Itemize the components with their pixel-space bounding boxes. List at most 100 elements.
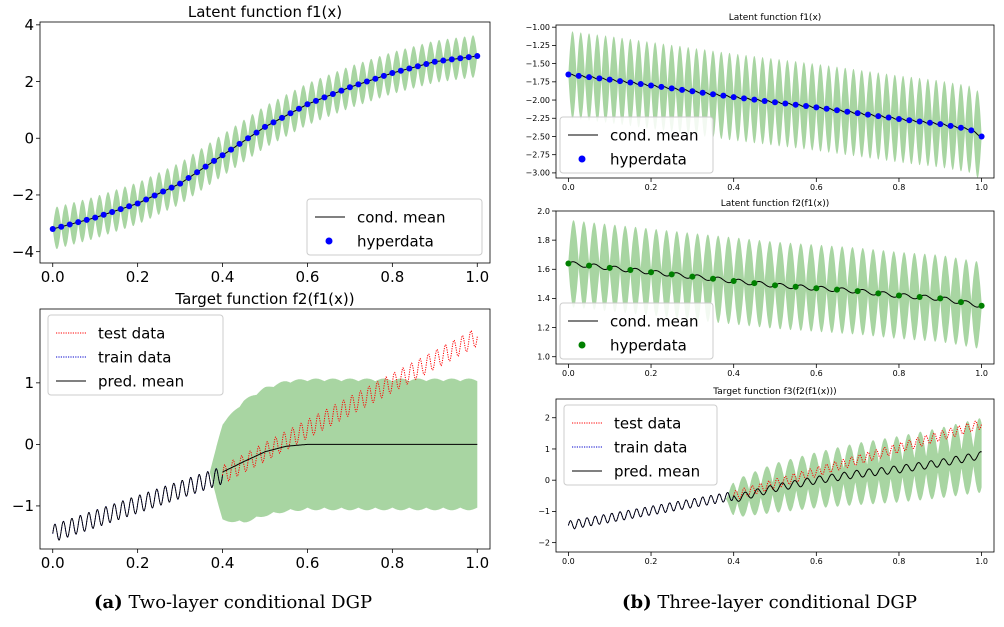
x-tick-label: 0.0: [562, 369, 575, 378]
hyperdata-point: [772, 282, 778, 289]
hyperdata-point: [355, 81, 362, 88]
hyperdata-point: [338, 87, 345, 94]
hyperdata-point: [720, 92, 727, 99]
y-tick-label: 1: [545, 445, 550, 454]
hyperdata-point: [185, 174, 192, 181]
hyperdata-point: [937, 121, 944, 128]
legend-label: pred. mean: [98, 372, 184, 390]
y-tick-label: −2: [12, 186, 34, 204]
hyperdata-point: [321, 94, 328, 101]
hyperdata-point: [329, 91, 336, 98]
hyperdata-point: [978, 133, 985, 140]
hyperdata-point: [372, 75, 379, 82]
y-tick-label: 0: [24, 436, 34, 454]
caption-b: (b) Three-layer conditional DGP: [622, 592, 917, 613]
y-tick-label: 1.2: [537, 323, 550, 332]
hyperdata-point: [751, 280, 758, 287]
x-tick-label: 0.8: [893, 369, 906, 378]
x-tick-label: 0.2: [126, 554, 150, 572]
hyperdata-point: [160, 188, 167, 195]
hyperdata-point: [245, 135, 252, 142]
caption-a-tag: (a): [94, 592, 123, 613]
x-tick-label: 0.4: [727, 557, 740, 566]
hyperdata-point: [844, 108, 851, 115]
hyperdata-point: [937, 295, 944, 302]
test-data-series: [733, 420, 983, 500]
hyperdata-point: [219, 152, 226, 159]
hyperdata-point: [278, 114, 285, 121]
x-tick-label: 0.0: [41, 554, 65, 572]
hyperdata-point: [751, 96, 758, 103]
hyperdata-point: [596, 75, 603, 82]
legend-label: test data: [614, 414, 681, 432]
legend-label: cond. mean: [610, 312, 699, 330]
hyperdata-point: [202, 163, 209, 170]
x-tick-label: 0.0: [41, 268, 65, 286]
x-tick-label: 0.6: [296, 554, 320, 572]
hyperdata-point: [916, 118, 923, 125]
legend: test data train data pred. mean: [47, 314, 224, 396]
hyperdata-point: [741, 95, 748, 102]
legend-label: test data: [98, 324, 165, 342]
chart-b-mid: 0.0 0.2 0.4 0.6 0.8 1.0 2.0 1.8 1.6 1.4 1.2 1.0 Late…: [537, 199, 995, 378]
caption-a-text: Two-layer conditional DGP: [128, 592, 373, 613]
y-tick-label: −1: [12, 497, 34, 515]
hyperdata-point: [49, 225, 56, 232]
hyperdata-point: [414, 63, 421, 70]
x-tick-label: 1.0: [465, 268, 489, 286]
hyperdata-point: [465, 54, 472, 61]
hyperdata-point: [66, 221, 73, 228]
y-tick-label: −1.00: [525, 23, 550, 32]
hyperdata-point: [833, 107, 840, 114]
y-tick-label: 2: [545, 414, 550, 423]
train-mean-series: [52, 468, 223, 541]
x-tick-label: 0.4: [727, 183, 740, 192]
hyperdata-point: [875, 113, 882, 120]
hyperdata-point: [854, 110, 861, 117]
hyperdata-point: [668, 85, 675, 92]
hyperdata-point: [270, 119, 277, 126]
x-tick-label: 1.0: [975, 183, 988, 192]
y-tick-label: 1.6: [537, 265, 550, 274]
hyperdata-point: [916, 293, 923, 300]
x-tick-label: 0.4: [211, 554, 235, 572]
y-tick-label: −2.75: [525, 150, 550, 159]
hyperdata-point: [143, 196, 150, 203]
y-tick-label: −1: [538, 507, 550, 516]
legend-label: hyperdata: [610, 150, 687, 168]
legend-label: pred. mean: [614, 462, 700, 480]
hyperdata-point: [710, 91, 717, 98]
y-tick-label: 2: [24, 73, 34, 91]
hyperdata-point: [380, 72, 387, 79]
x-tick-label: 0.8: [893, 557, 906, 566]
legend-label: hyperdata: [610, 336, 687, 354]
legend-label: cond. mean: [610, 126, 699, 144]
y-tick-label: 1.0: [537, 353, 550, 362]
hyperdata-point: [679, 86, 686, 93]
hyperdata-point: [658, 83, 665, 90]
x-tick-label: 0.6: [296, 268, 320, 286]
legend-marker: [578, 341, 586, 349]
y-tick-label: −1.25: [525, 41, 550, 50]
x-tick-label: 0.2: [645, 369, 658, 378]
hyperdata-point: [627, 267, 634, 274]
x-tick-label: 0.8: [893, 183, 906, 192]
hyperdata-point: [58, 223, 65, 230]
hyperdata-point: [304, 101, 311, 108]
hyperdata-point: [823, 105, 830, 112]
chart-title: Latent function f1(x): [729, 13, 822, 23]
hyperdata-point: [423, 60, 430, 67]
y-tick-label: −2: [538, 538, 550, 547]
hyperdata-point: [363, 78, 370, 85]
hyperdata-point: [926, 119, 933, 126]
hyperdata-point: [730, 94, 737, 101]
hyperdata-point: [761, 97, 768, 104]
hyperdata-point: [92, 214, 99, 221]
hyperdata-point: [689, 88, 696, 95]
hyperdata-point: [406, 65, 413, 72]
hyperdata-point: [83, 216, 90, 223]
axes-frame: [555, 210, 995, 365]
legend: test data train data pred. mean: [563, 404, 718, 486]
y-tick-label: −1.75: [525, 78, 550, 87]
